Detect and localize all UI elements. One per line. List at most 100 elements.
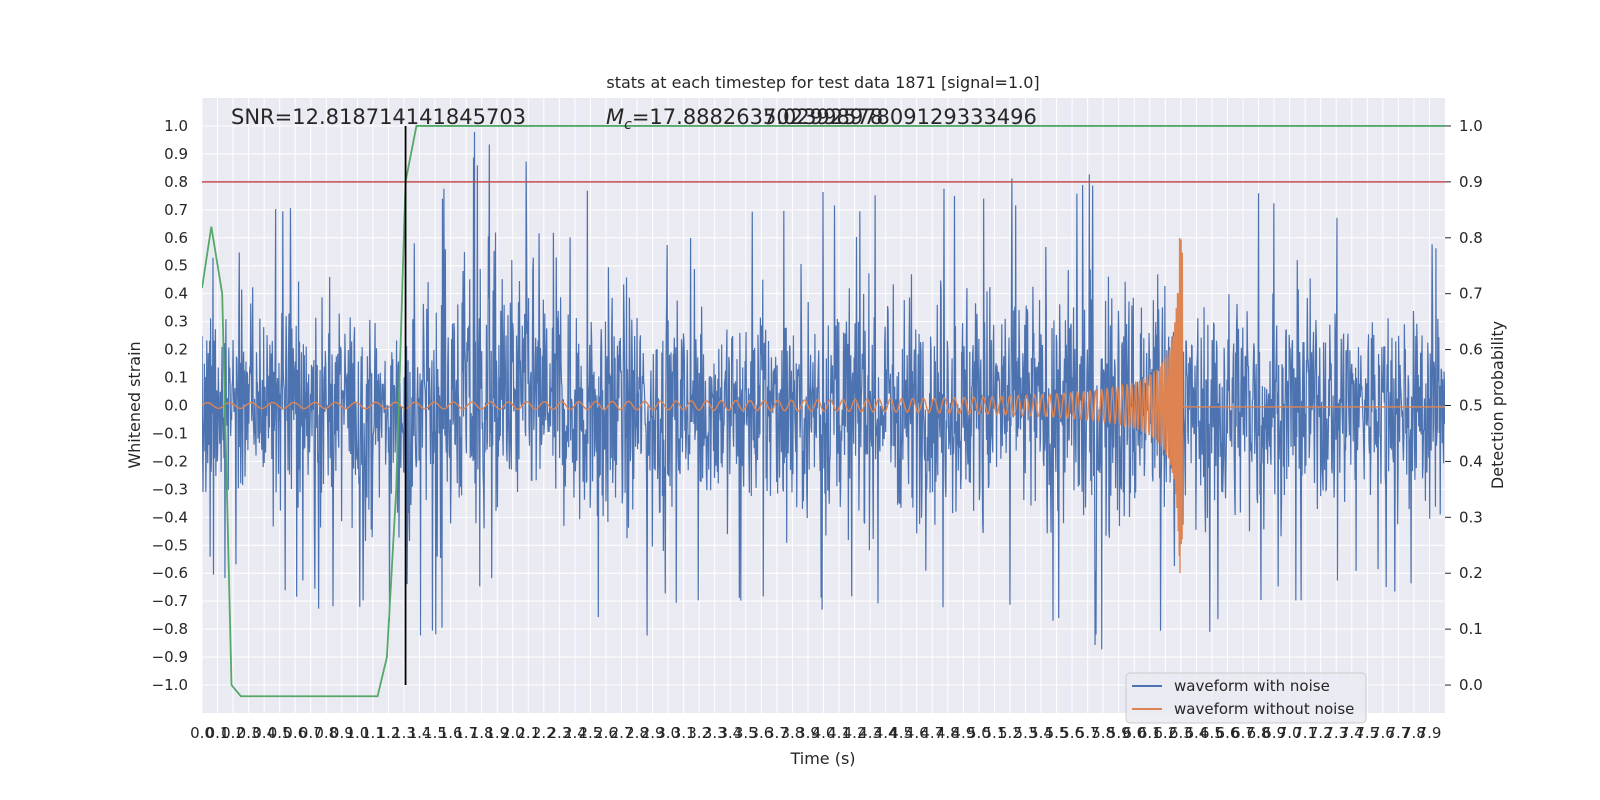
y-right-tick-label: 0.2	[1459, 564, 1483, 582]
chirp-mass-annotation: Mc=17.888263702392578	[606, 105, 883, 133]
x-tick-label: 1.3	[392, 724, 416, 742]
y-tick-label: −0.4	[152, 508, 188, 526]
x-tick-labels: 0.00.10.20.30.40.50.60.70.80.91.01.11.21…	[190, 724, 1441, 742]
y-tick-label: −0.7	[152, 592, 188, 610]
x-tick-label: 1.2	[377, 724, 401, 742]
x-tick-label: 3.1	[672, 724, 696, 742]
x-tick-label: 4.0	[812, 724, 836, 742]
x-tick-label: 5.5	[1045, 724, 1069, 742]
x-tick-label: 2.6	[594, 724, 618, 742]
y-tick-label: −0.5	[152, 536, 188, 554]
x-tick-label: 2.8	[625, 724, 649, 742]
x-tick-label: 3.4	[718, 724, 742, 742]
legend-label-clean: waveform without noise	[1174, 700, 1354, 718]
x-tick-label: 0.1	[206, 724, 230, 742]
x-tick-label: 6.3	[1169, 724, 1193, 742]
x-tick-label: 0.9	[330, 724, 354, 742]
x-tick-label: 6.7	[1231, 724, 1255, 742]
x-tick-label: 3.5	[734, 724, 758, 742]
y-right-tick-label: 0.3	[1459, 508, 1483, 526]
y-tick-label: 0.5	[164, 257, 188, 275]
x-tick-label: 1.7	[454, 724, 478, 742]
x-tick-label: 7.9	[1418, 724, 1442, 742]
x-tick-label: 4.2	[843, 724, 867, 742]
x-tick-label: 6.0	[1122, 724, 1146, 742]
x-tick-label: 3.8	[780, 724, 804, 742]
x-tick-label: 3.0	[656, 724, 680, 742]
y-right-tick-label: 0.5	[1459, 397, 1483, 415]
x-tick-label: 5.7	[1076, 724, 1100, 742]
clean-waveform-line	[202, 237, 1445, 574]
chirp-mass-symbol: M	[606, 105, 624, 129]
x-tick-label: 7.4	[1340, 724, 1364, 742]
x-tick-label: 0.6	[283, 724, 307, 742]
x-tick-label: 2.9	[641, 724, 665, 742]
x-tick-label: 7.3	[1324, 724, 1348, 742]
x-tick-label: 6.5	[1200, 724, 1224, 742]
x-tick-label: 5.6	[1060, 724, 1084, 742]
y-axis-label: Whitened strain	[125, 341, 144, 468]
x-tick-label: 7.0	[1278, 724, 1302, 742]
y-tick-label: 0.2	[164, 341, 188, 359]
x-tick-label: 1.4	[408, 724, 432, 742]
y-tick-label: 0.1	[164, 369, 188, 387]
y-right-tick-label: 0.7	[1459, 285, 1483, 303]
x-tick-label: 5.2	[998, 724, 1022, 742]
x-tick-label: 1.6	[439, 724, 463, 742]
x-tick-label: 4.3	[858, 724, 882, 742]
x-tick-label: 2.1	[516, 724, 540, 742]
y-right-axis-label: Detection probability	[1488, 321, 1507, 489]
x-tick-label: 1.1	[361, 724, 385, 742]
x-tick-label: 7.8	[1402, 724, 1426, 742]
chart-title: stats at each timestep for test data 187…	[606, 73, 1039, 92]
x-tick-label: 1.9	[485, 724, 509, 742]
x-tick-label: 0.0	[190, 724, 214, 742]
x-tick-label: 2.4	[563, 724, 587, 742]
x-tick-label: 3.6	[749, 724, 773, 742]
x-tick-label: 5.1	[982, 724, 1006, 742]
y-tick-label: −1.0	[152, 676, 188, 694]
y-tick-label: −0.6	[152, 564, 188, 582]
y-tick-label: 0.3	[164, 313, 188, 331]
x-tick-label: 0.4	[252, 724, 276, 742]
y-tick-label: 0.4	[164, 285, 188, 303]
x-tick-label: 2.7	[610, 724, 634, 742]
y-tick-label: 0.9	[164, 145, 188, 163]
y-right-tick-label: 0.9	[1459, 173, 1483, 191]
x-tick-label: 0.7	[299, 724, 323, 742]
chirp-mass-value: =17.888263702392578	[632, 105, 883, 129]
x-tick-label: 5.8	[1091, 724, 1115, 742]
y-right-tick-label: 0.0	[1459, 676, 1483, 694]
x-tick-label: 1.8	[470, 724, 494, 742]
overlay-lines	[202, 125, 1445, 698]
x-tick-label: 1.0	[345, 724, 369, 742]
x-tick-label: 3.7	[765, 724, 789, 742]
snr-annotation: SNR=12.818714141845703	[231, 105, 526, 129]
x-tick-label: 0.5	[268, 724, 292, 742]
x-tick-label: 3.9	[796, 724, 820, 742]
series-waveform-without-noise	[202, 237, 1445, 574]
x-tick-label: 5.3	[1014, 724, 1038, 742]
y-right-tick-labels: 1.0 0.9 0.8 0.7 0.6 0.5 0.4 0.3 0.2 0.1 0.0	[1445, 117, 1483, 694]
x-tick-label: 4.5	[889, 724, 913, 742]
y-right-tick-label: 0.6	[1459, 341, 1483, 359]
y-tick-label: −0.9	[152, 648, 188, 666]
y-right-tick-label: 1.0	[1459, 117, 1483, 135]
x-tick-label: 6.1	[1138, 724, 1162, 742]
x-axis-label: Time (s)	[789, 749, 855, 768]
y-tick-label: −0.2	[152, 452, 188, 470]
y-right-tick-label: 0.8	[1459, 229, 1483, 247]
x-tick-label: 6.8	[1247, 724, 1271, 742]
x-tick-label: 1.5	[423, 724, 447, 742]
x-tick-label: 5.9	[1107, 724, 1131, 742]
x-tick-label: 0.2	[221, 724, 245, 742]
x-tick-label: 4.4	[874, 724, 898, 742]
x-tick-label: 4.1	[827, 724, 851, 742]
x-tick-label: 0.3	[237, 724, 261, 742]
x-tick-label: 6.9	[1262, 724, 1286, 742]
y-tick-label: 0.6	[164, 229, 188, 247]
x-tick-label: 6.4	[1184, 724, 1208, 742]
y-tick-label: 0.0	[164, 397, 188, 415]
y-tick-label: 1.0	[164, 117, 188, 135]
